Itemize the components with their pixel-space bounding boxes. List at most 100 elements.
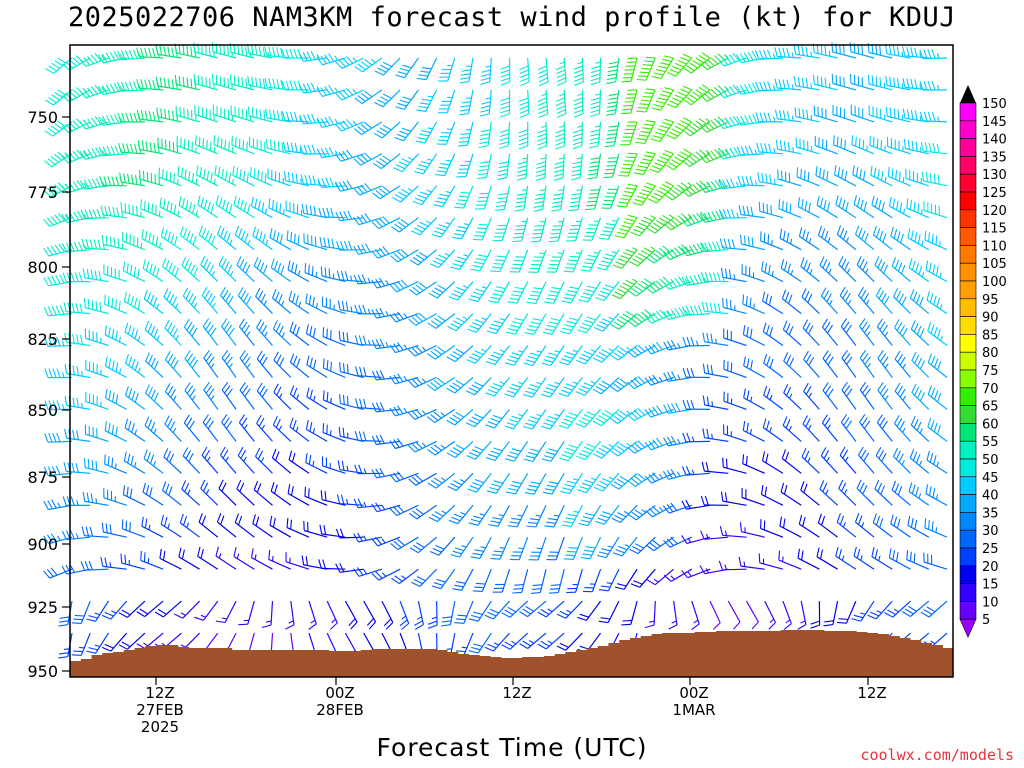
wind-barb [798, 227, 820, 251]
wind-barb [551, 185, 565, 212]
wind-barb [337, 300, 364, 315]
wind-barb [526, 281, 547, 304]
x-tick-label: 12Z [857, 684, 886, 702]
wind-barb [179, 226, 200, 251]
wind-barb [84, 328, 109, 347]
wind-barb [580, 536, 602, 560]
wind-barb [645, 504, 674, 518]
wind-barb [561, 281, 583, 304]
y-tick-label: 825 [27, 330, 58, 349]
wind-barb [43, 499, 73, 511]
wind-barb [490, 249, 511, 273]
wind-barb [743, 388, 765, 410]
wind-barb [774, 109, 802, 123]
wind-barb [835, 195, 857, 219]
wind-barb [603, 153, 620, 179]
wind-barb [373, 121, 401, 139]
wind-barb [682, 432, 711, 443]
wind-barb [700, 495, 729, 506]
terrain-segment [285, 650, 297, 677]
wind-barb [353, 121, 383, 136]
wind-barb [699, 178, 729, 194]
colorbar-label: 20 [982, 560, 999, 575]
wind-barb [43, 465, 73, 477]
wind-barb [178, 547, 200, 570]
wind-barb [644, 374, 674, 386]
wind-barb [812, 74, 838, 91]
colorbar-label: 150 [982, 97, 1007, 112]
wind-barb [910, 320, 930, 346]
wind-barb [742, 294, 765, 315]
wind-barb [796, 167, 820, 187]
wind-barb [890, 226, 911, 251]
credit-link[interactable]: coolwx.com/models [860, 746, 1014, 764]
wind-barb [435, 153, 456, 177]
terrain-segment [263, 650, 276, 677]
wind-barb [762, 322, 784, 346]
wind-barb [537, 121, 548, 150]
wind-barb [533, 185, 547, 212]
wind-barb [616, 183, 638, 208]
wind-barb [894, 382, 911, 410]
wind-barb [101, 632, 128, 652]
terrain-segment [619, 640, 631, 677]
y-tick-label: 775 [27, 183, 58, 202]
colorbar-label: 115 [982, 222, 1007, 237]
wind-barb [548, 217, 565, 243]
wind-barb [354, 89, 383, 105]
wind-barb [542, 472, 565, 495]
wind-barb [62, 496, 91, 506]
wind-barb [609, 408, 638, 424]
wind-barb [822, 350, 839, 378]
wind-barb [856, 255, 875, 283]
wind-barb [576, 345, 602, 365]
wind-barb [198, 225, 219, 251]
wind-barb [681, 149, 711, 167]
wind-barb [682, 336, 711, 347]
wind-barb [414, 600, 424, 630]
colorbar-swatch [959, 601, 977, 620]
terrain-segment [899, 638, 911, 677]
wind-barb [399, 600, 410, 630]
wind-barb [920, 141, 948, 155]
wind-barb [537, 57, 549, 87]
wind-barb [82, 492, 109, 506]
wind-barb [681, 180, 711, 197]
wind-barb [492, 569, 511, 593]
wind-barb [395, 89, 419, 110]
wind-barb [181, 256, 201, 283]
wind-barb [646, 214, 674, 234]
wind-barb [558, 377, 583, 398]
wind-barb [758, 201, 784, 219]
terrain-segment [662, 633, 674, 677]
wind-barb [666, 85, 693, 109]
wind-barb [193, 74, 218, 91]
wind-barb [195, 165, 219, 187]
wind-barb [466, 345, 492, 364]
colorbar-swatch [959, 191, 977, 211]
wind-barb [140, 550, 164, 570]
terrain-segment [769, 631, 782, 677]
wind-barb [561, 505, 583, 528]
wind-barb [213, 135, 237, 155]
wind-barb [927, 417, 948, 442]
wind-barb [390, 249, 419, 263]
colorbar-swatch [959, 262, 977, 282]
wind-barb [272, 320, 292, 346]
wind-barb [681, 568, 711, 579]
wind-barb [891, 480, 911, 506]
wind-barb [723, 391, 747, 410]
x-tick-label: 1MAR [672, 701, 715, 719]
wind-barb [140, 199, 164, 219]
wind-barb [801, 288, 820, 315]
wind-barb [927, 321, 948, 346]
wind-barb [63, 462, 91, 474]
wind-barb [427, 440, 456, 456]
wind-barb [160, 227, 182, 251]
terrain-segment [630, 638, 642, 677]
wind-barb [61, 241, 91, 253]
terrain-segment [694, 632, 706, 677]
colorbar-label: 95 [982, 293, 999, 308]
wind-barb [741, 487, 765, 506]
colorbar-label: 100 [982, 275, 1007, 290]
